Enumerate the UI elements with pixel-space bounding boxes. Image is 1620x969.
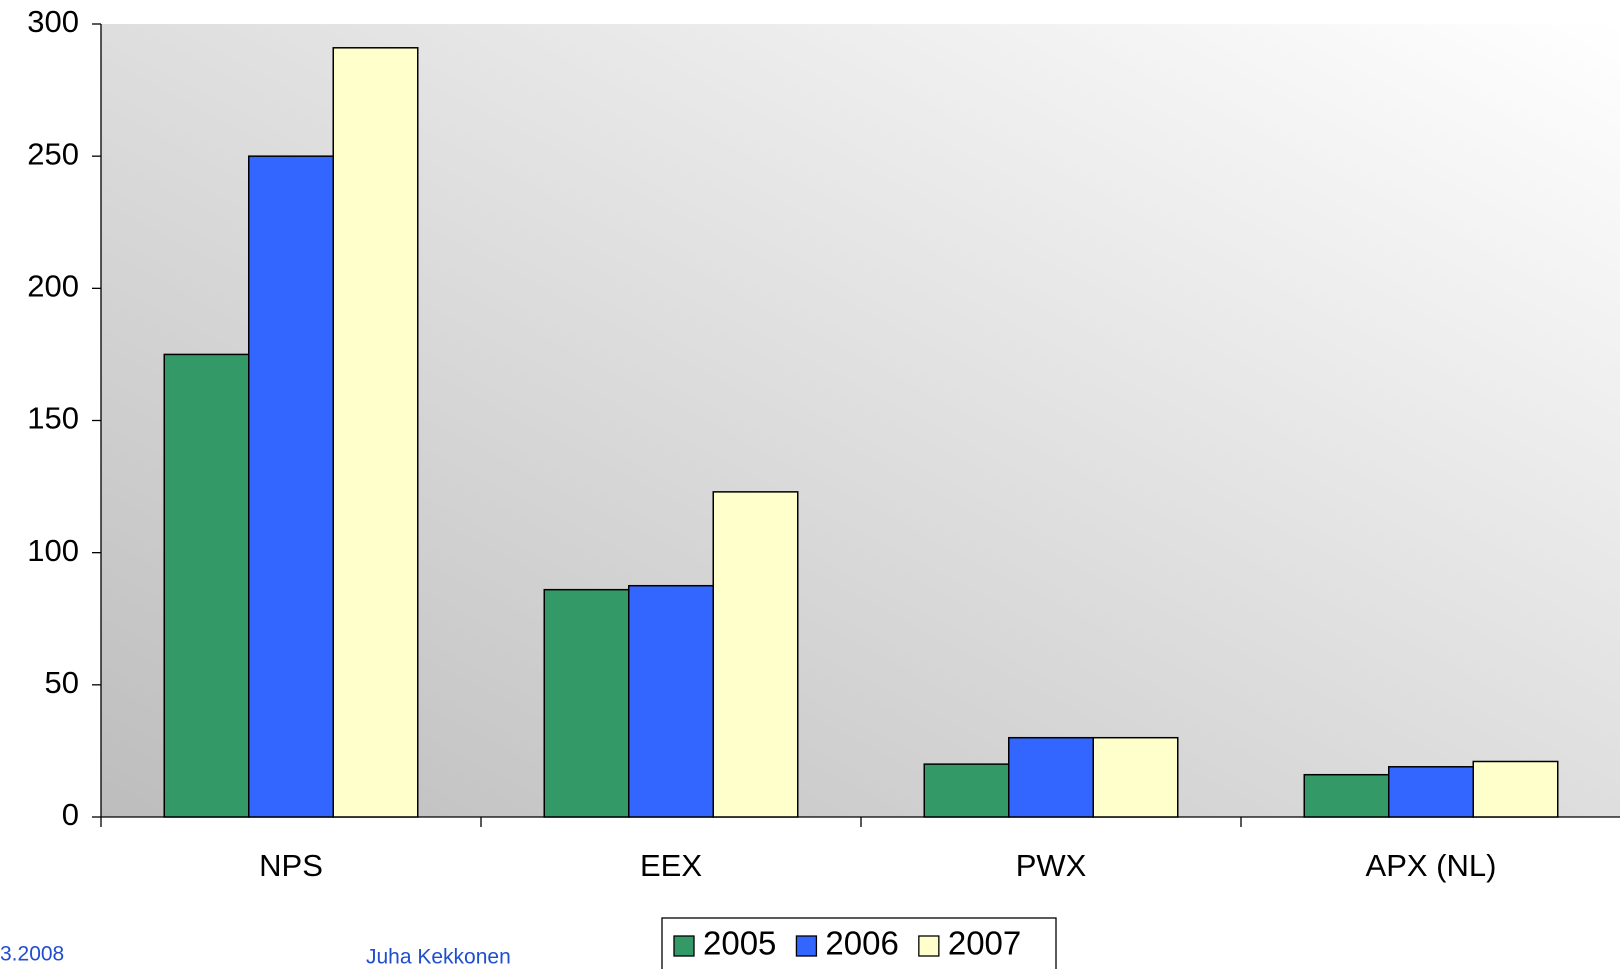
y-tick-label: 250 — [27, 136, 79, 171]
bar — [248, 155, 334, 818]
x-tick-label: APX (NL) — [1366, 848, 1497, 883]
bar — [163, 353, 250, 818]
bar — [543, 588, 630, 818]
x-tick-label: EEX — [640, 848, 702, 883]
y-tick-label: 300 — [27, 4, 79, 39]
legend: 2005 2006 2007 — [661, 917, 1057, 969]
y-tick-label: 50 — [45, 665, 79, 700]
y-tick-label: 200 — [27, 269, 79, 304]
bar — [628, 584, 714, 818]
x-tick-label: PWX — [1016, 848, 1087, 883]
bar — [1092, 736, 1179, 818]
bar — [1008, 736, 1094, 818]
y-tick-label: 150 — [27, 401, 79, 436]
bar — [1303, 773, 1390, 818]
y-tick-label: 100 — [27, 533, 79, 568]
bar — [1388, 766, 1474, 818]
bar — [923, 763, 1010, 818]
bar — [1472, 760, 1559, 818]
legend-swatch — [673, 935, 695, 957]
bar — [332, 47, 419, 818]
legend-label: 2007 — [948, 925, 1021, 962]
legend-swatch — [795, 935, 818, 957]
footer-date: 3.2008 — [0, 943, 64, 966]
legend-box — [661, 917, 1057, 969]
legend-label: 2006 — [825, 925, 898, 962]
footer-author: Juha Kekkonen — [366, 946, 511, 969]
x-tick-label: NPS — [259, 848, 323, 883]
bar — [712, 491, 799, 818]
legend-swatch — [918, 935, 940, 957]
legend-label: 2005 — [703, 925, 776, 962]
y-tick-label: 0 — [62, 797, 79, 832]
